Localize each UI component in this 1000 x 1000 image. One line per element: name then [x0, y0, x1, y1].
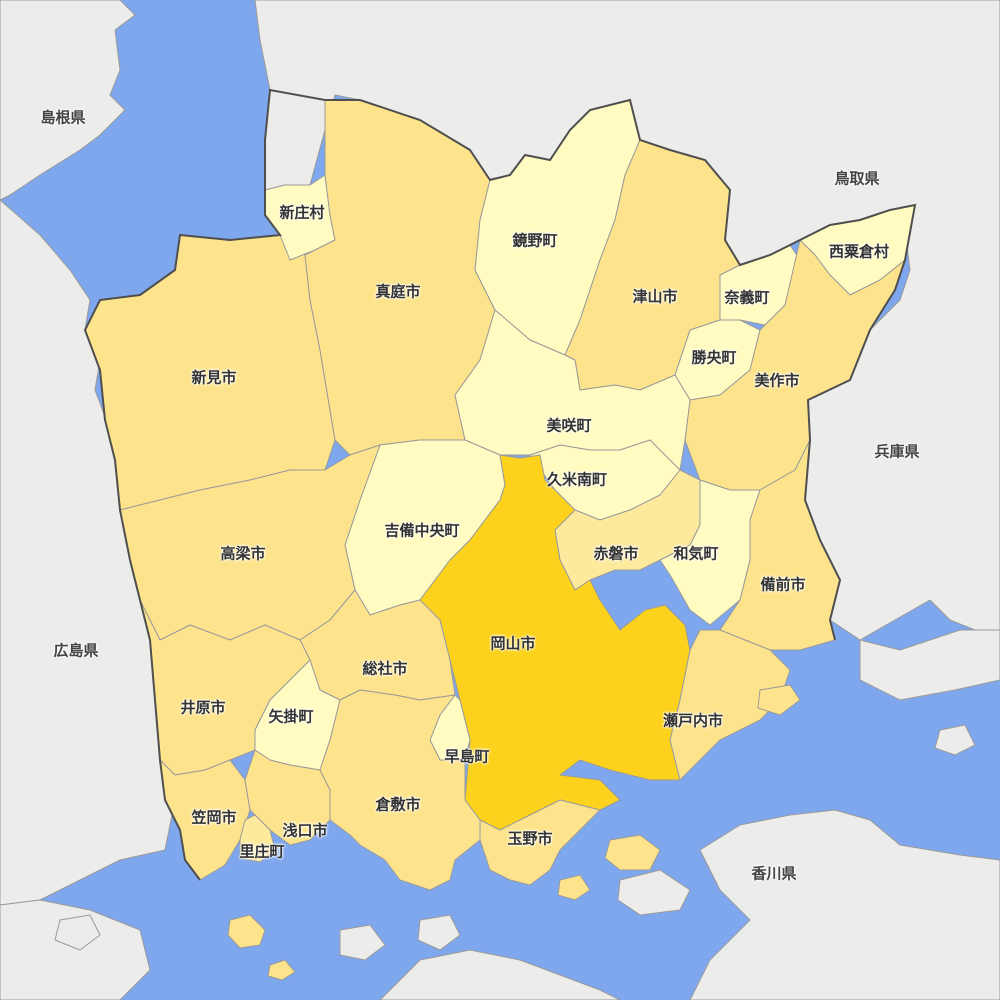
- land-kagawa: [689, 809, 1000, 1000]
- label-setouchi[interactable]: 瀬戸内市: [662, 711, 724, 730]
- label-kagawa: 香川県: [751, 864, 797, 883]
- label-takahashi[interactable]: 高梁市: [220, 544, 266, 563]
- label-ibara[interactable]: 井原市: [180, 698, 226, 717]
- land-north-west: [0, 0, 136, 201]
- label-yakage[interactable]: 矢掛町: [268, 707, 314, 726]
- label-wake[interactable]: 和気町: [673, 544, 719, 563]
- label-shimane: 島根県: [40, 108, 86, 127]
- region-tamano[interactable]: [479, 799, 601, 886]
- label-asakuchi[interactable]: 浅口市: [282, 821, 328, 840]
- label-kurashiki[interactable]: 倉敷市: [375, 795, 421, 814]
- land-south-west: [0, 899, 151, 1000]
- municipality-regions: [84, 99, 916, 891]
- region-asakuchi[interactable]: [244, 749, 331, 846]
- region-okayama[interactable]: [419, 454, 691, 831]
- islands: [54, 684, 976, 981]
- label-shoo[interactable]: 勝央町: [691, 348, 737, 367]
- label-shinjo[interactable]: 新庄村: [279, 203, 325, 222]
- land-bottom-center: [379, 949, 621, 1000]
- label-hyogo: 兵庫県: [874, 442, 920, 461]
- label-tottori: 鳥取県: [834, 169, 880, 188]
- label-hayashima[interactable]: 早島町: [444, 747, 490, 766]
- label-satosho[interactable]: 里庄町: [239, 842, 285, 861]
- label-okayama[interactable]: 岡山市: [490, 634, 536, 653]
- label-niimi[interactable]: 新見市: [191, 368, 237, 387]
- label-hiroshima: 広島県: [53, 641, 99, 660]
- label-kagamino[interactable]: 鏡野町: [512, 231, 558, 250]
- label-soja[interactable]: 総社市: [362, 659, 408, 678]
- label-misaki[interactable]: 美咲町: [546, 416, 592, 435]
- label-kibichuo[interactable]: 吉備中央町: [384, 521, 460, 540]
- land-shodoshima: [859, 629, 1000, 701]
- label-tamano[interactable]: 玉野市: [507, 829, 553, 848]
- label-bizen[interactable]: 備前市: [760, 575, 806, 594]
- label-nishiawakura[interactable]: 西粟倉村: [828, 242, 890, 261]
- region-satosho[interactable]: [239, 814, 276, 863]
- prefecture-outline: [83, 88, 917, 881]
- label-kumenan[interactable]: 久米南町: [546, 470, 608, 489]
- label-tsuyama[interactable]: 津山市: [632, 287, 678, 306]
- label-maniwa[interactable]: 真庭市: [375, 282, 421, 301]
- label-mimasaka[interactable]: 美作市: [754, 371, 800, 390]
- label-nagi[interactable]: 奈義町: [724, 288, 770, 307]
- region-kurashiki[interactable]: [319, 689, 481, 891]
- label-akaiwa[interactable]: 赤磐市: [593, 544, 639, 563]
- label-kasaoka[interactable]: 笠岡市: [191, 808, 237, 827]
